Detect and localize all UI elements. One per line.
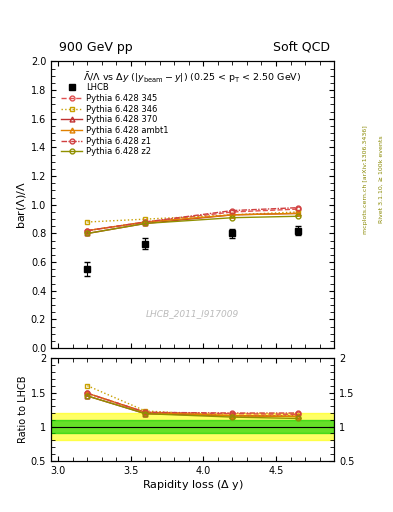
Pythia 6.428 370 <box>296 210 300 217</box>
Line: Pythia 6.428 346: Pythia 6.428 346 <box>85 209 300 224</box>
Pythia 6.428 346 <box>85 219 90 225</box>
Text: mcplots.cern.ch [arXiv:1306.3436]: mcplots.cern.ch [arXiv:1306.3436] <box>363 125 368 233</box>
X-axis label: Rapidity loss ($\Delta$ y): Rapidity loss ($\Delta$ y) <box>141 478 244 493</box>
Line: Pythia 6.428 ambt1: Pythia 6.428 ambt1 <box>85 211 300 233</box>
Pythia 6.428 z1 <box>296 205 300 211</box>
Pythia 6.428 346 <box>143 216 148 222</box>
Line: Pythia 6.428 z2: Pythia 6.428 z2 <box>85 214 300 236</box>
Line: Pythia 6.428 370: Pythia 6.428 370 <box>85 211 300 236</box>
Pythia 6.428 ambt1 <box>296 210 300 217</box>
Pythia 6.428 z2 <box>230 215 235 221</box>
Pythia 6.428 z1 <box>143 219 148 225</box>
Bar <box>51 420 334 434</box>
Pythia 6.428 345 <box>85 227 90 233</box>
Pythia 6.428 ambt1 <box>143 219 148 225</box>
Pythia 6.428 z2 <box>296 213 300 219</box>
Text: Rivet 3.1.10, ≥ 100k events: Rivet 3.1.10, ≥ 100k events <box>379 135 384 223</box>
Pythia 6.428 370 <box>143 220 148 226</box>
Y-axis label: bar($\Lambda$)/$\Lambda$: bar($\Lambda$)/$\Lambda$ <box>15 181 28 229</box>
Pythia 6.428 345 <box>296 206 300 212</box>
Line: Pythia 6.428 345: Pythia 6.428 345 <box>85 207 300 233</box>
Text: LHCB_2011_I917009: LHCB_2011_I917009 <box>146 309 239 318</box>
Pythia 6.428 346 <box>230 212 235 218</box>
Text: $\bar{\Lambda}/\Lambda$ vs $\Delta y$ ($|y_{\mathrm{beam}}-y|$) (0.25 < p$_{\mat: $\bar{\Lambda}/\Lambda$ vs $\Delta y$ ($… <box>83 70 302 85</box>
Pythia 6.428 z2 <box>143 220 148 226</box>
Line: Pythia 6.428 z1: Pythia 6.428 z1 <box>85 205 300 233</box>
Pythia 6.428 345 <box>230 209 235 215</box>
Pythia 6.428 345 <box>143 219 148 225</box>
Pythia 6.428 370 <box>85 230 90 237</box>
Pythia 6.428 z1 <box>85 227 90 233</box>
Bar <box>51 413 334 440</box>
Legend: LHCB, Pythia 6.428 345, Pythia 6.428 346, Pythia 6.428 370, Pythia 6.428 ambt1, : LHCB, Pythia 6.428 345, Pythia 6.428 346… <box>58 80 172 160</box>
Text: 900 GeV pp: 900 GeV pp <box>59 41 132 54</box>
Pythia 6.428 z1 <box>230 207 235 214</box>
Pythia 6.428 ambt1 <box>85 227 90 233</box>
Pythia 6.428 z2 <box>85 230 90 237</box>
Pythia 6.428 370 <box>230 212 235 218</box>
Text: Soft QCD: Soft QCD <box>273 41 330 54</box>
Pythia 6.428 346 <box>296 209 300 215</box>
Y-axis label: Ratio to LHCB: Ratio to LHCB <box>18 376 28 443</box>
Pythia 6.428 ambt1 <box>230 212 235 218</box>
